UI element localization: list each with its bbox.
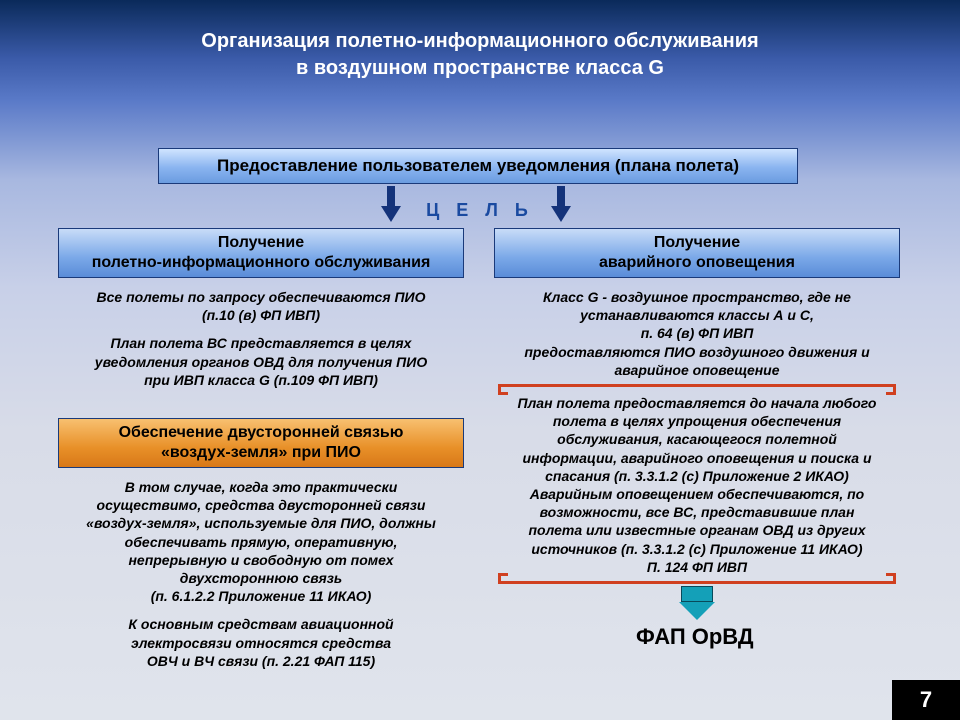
final-arrow-head: [679, 602, 715, 620]
top-box: Предоставление пользователем уведомления…: [158, 148, 798, 184]
slide-title: Организация полетно-информационного обсл…: [0, 28, 960, 82]
fap-label: ФАП ОрВД: [636, 624, 754, 650]
right-box: Получение аварийного оповещения: [494, 228, 900, 278]
title-line1: Организация полетно-информационного обсл…: [0, 28, 960, 55]
left-box-l1: Получение: [218, 233, 304, 253]
bracket-bottom: [498, 576, 896, 584]
goal-label: Ц Е Л Ь: [0, 200, 960, 221]
right-text1: Класс G - воздушное пространство, где не…: [494, 288, 900, 379]
right-box-l1: Получение: [654, 233, 740, 253]
orange-box-l2: «воздух-земля» при ПИО: [161, 443, 361, 463]
left-box: Получение полетно-информационного обслуж…: [58, 228, 464, 278]
orange-box: Обеспечение двусторонней связью «воздух-…: [58, 418, 464, 468]
left-box-l2: полетно-информационного обслуживания: [92, 253, 431, 273]
orange-box-l1: Обеспечение двусторонней связью: [119, 423, 404, 443]
title-line2: в воздушном пространстве класса G: [0, 55, 960, 82]
final-arrow-body: [681, 586, 713, 602]
page-number: 7: [892, 680, 960, 720]
right-box-l2: аварийного оповещения: [599, 253, 795, 273]
slide-root: Организация полетно-информационного обсл…: [0, 0, 960, 720]
bracket-top: [498, 384, 896, 392]
left-text1: Все полеты по запросу обеспечиваются ПИО…: [58, 288, 464, 389]
left-text2: В том случае, когда это практическиосуще…: [58, 478, 464, 670]
right-text2: План полета предоставляется до начала лю…: [494, 394, 900, 576]
top-box-text: Предоставление пользователем уведомления…: [217, 155, 739, 176]
